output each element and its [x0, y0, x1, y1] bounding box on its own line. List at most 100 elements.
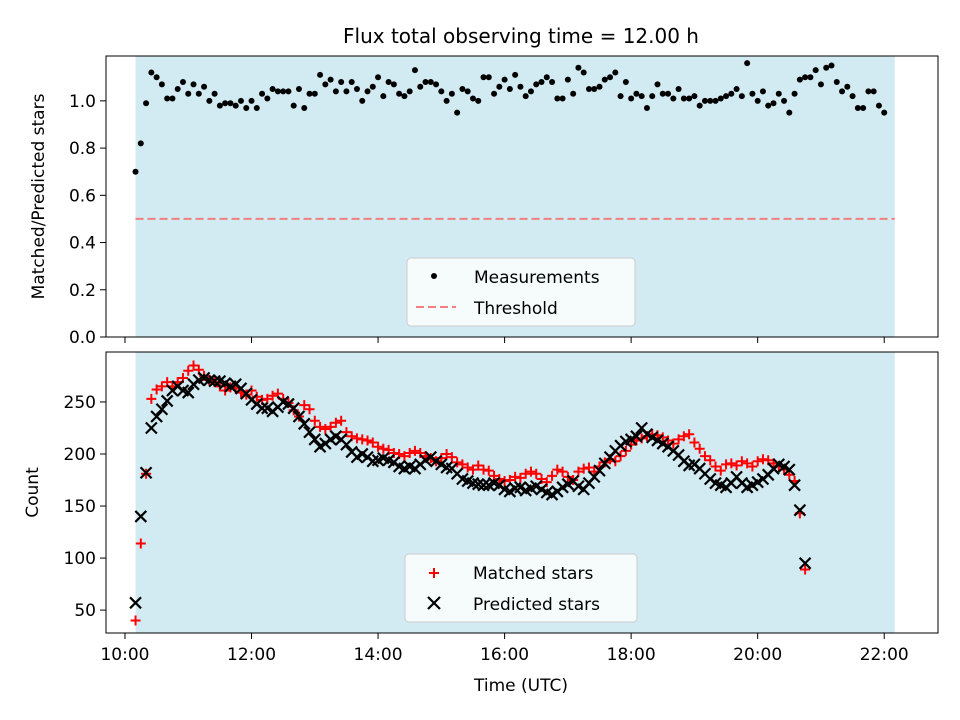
measurement-point [802, 74, 809, 81]
bottom-y-axis-label: Count [23, 467, 43, 518]
measurement-point [269, 86, 276, 93]
matched-point [151, 384, 162, 395]
legend-label-matched: Matched stars [473, 564, 593, 584]
measurement-point [174, 86, 181, 93]
measurement-point [338, 78, 345, 85]
predicted-point [292, 410, 306, 423]
measurement-point [807, 74, 814, 81]
measurement-point [675, 86, 682, 93]
measurement-point [543, 74, 550, 81]
measurement-point [617, 93, 624, 100]
measurement-point [480, 74, 487, 81]
measurement-point [517, 83, 524, 90]
measurement-point [744, 60, 751, 67]
measurement-point [380, 93, 387, 100]
measurement-point [638, 93, 645, 100]
measurement-point [686, 95, 693, 102]
measurement-point [448, 90, 455, 97]
matched-point [557, 466, 568, 477]
measurement-point [179, 78, 186, 85]
matched-point [441, 448, 452, 459]
legend-matched-marker [429, 568, 439, 578]
y-tick-label: 0.6 [69, 186, 96, 206]
matched-point [583, 462, 594, 473]
measurement-point [364, 88, 371, 95]
bottom-x-ticks: 10:00 12:00 14:00 16:00 18:00 20:00 22:00 [100, 633, 909, 665]
measurement-point [401, 93, 408, 100]
measurement-point [659, 90, 666, 97]
measurement-point [259, 90, 266, 97]
bottom-y-ticks: 50 100 150 200 250 [64, 393, 106, 621]
measurement-point [332, 88, 339, 95]
measurement-point [860, 104, 867, 111]
matched-point [467, 464, 478, 475]
matched-point [520, 468, 531, 479]
measurement-point [169, 95, 176, 102]
matched-point [183, 365, 194, 376]
measurement-point [875, 102, 882, 109]
measurement-point [459, 86, 466, 93]
measurement-point [696, 102, 703, 109]
measurement-point [417, 83, 424, 90]
matched-point [373, 441, 384, 452]
measurement-point [164, 95, 171, 102]
measurement-point [591, 86, 598, 93]
y-tick-label: 0.0 [69, 328, 96, 348]
matched-point [378, 443, 389, 454]
matched-point [336, 415, 347, 426]
measurement-point [211, 90, 218, 97]
matched-point [452, 457, 463, 468]
bottom-panel: 50 100 150 200 250 10:00 12:00 14:00 16:00 18:00… [23, 351, 939, 696]
measurement-point [501, 76, 508, 83]
measurement-point [712, 97, 719, 104]
measurement-point [854, 104, 861, 111]
predicted-point [593, 464, 606, 477]
x-tick-label: 12:00 [227, 645, 276, 665]
measurement-point [559, 95, 566, 102]
predicted-point [340, 438, 353, 451]
measurement-point [643, 104, 650, 111]
predicted-point [129, 596, 142, 610]
measurement-point [585, 86, 592, 93]
matched-point [757, 454, 768, 465]
measurement-point [311, 90, 318, 97]
matched-point [731, 460, 742, 471]
measurement-point [717, 95, 724, 102]
measurement-point [327, 76, 334, 83]
predicted-point [139, 466, 153, 480]
matched-point [552, 464, 563, 475]
matched-point [156, 381, 167, 392]
predicted-point [160, 394, 174, 408]
matched-point [404, 447, 415, 458]
matched-point [578, 463, 589, 474]
measurement-point [865, 88, 872, 95]
measurement-point [775, 90, 782, 97]
measurement-point [564, 76, 571, 83]
x-tick-label: 14:00 [354, 645, 403, 665]
measurement-point [422, 78, 429, 85]
measurement-point [628, 95, 635, 102]
legend-box [406, 257, 636, 327]
measurement-point [654, 81, 661, 88]
matched-point [699, 451, 710, 462]
measurement-point [274, 88, 281, 95]
measurement-point [823, 64, 830, 71]
top-y-ticks: 0.0 0.2 0.4 0.6 0.8 1.0 [69, 92, 106, 348]
y-tick-label: 150 [64, 497, 96, 517]
measurement-point [738, 93, 745, 100]
measurement-point [575, 64, 582, 71]
matched-point [752, 456, 763, 467]
measurement-point [427, 78, 434, 85]
measurement-point [496, 83, 503, 90]
measurement-point [227, 100, 234, 107]
measurement-point [143, 100, 150, 107]
matched-point [678, 431, 689, 442]
measurement-point [237, 97, 244, 104]
measurement-point [612, 69, 619, 76]
measurement-point [216, 102, 223, 109]
measurement-point [206, 97, 213, 104]
measurement-point [506, 86, 513, 93]
predicted-point [793, 503, 807, 517]
measurement-point [786, 109, 793, 116]
measurement-point [533, 81, 540, 88]
